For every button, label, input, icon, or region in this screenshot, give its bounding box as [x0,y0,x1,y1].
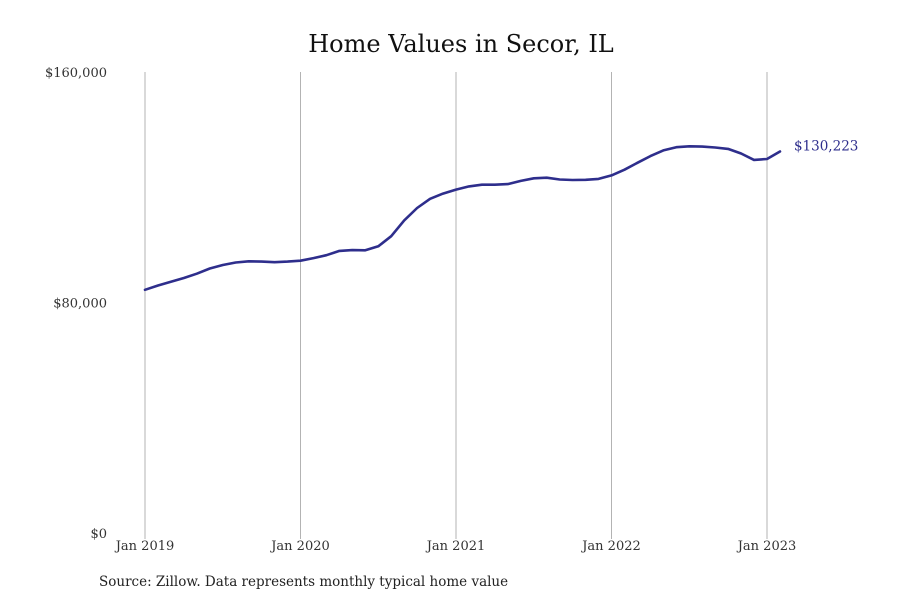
y-tick-label: $80,000 [53,297,107,312]
y-axis: $160,000 $80,000 $0 [45,66,107,542]
gridlines [144,72,768,539]
y-tick-label: $160,000 [45,66,107,81]
x-axis: Jan 2019 Jan 2020 Jan 2021 Jan 2022 Jan 2023 [114,539,797,554]
series-line [143,145,782,292]
chart-title: Home Values in Secor, IL [308,30,614,58]
x-tick-label: Jan 2019 [114,539,175,554]
x-tick-label: Jan 2022 [580,539,641,554]
end-value-label: $130,223 [794,139,858,155]
x-tick-label: Jan 2023 [736,539,797,554]
y-tick-label: $0 [90,527,107,542]
x-tick-label: Jan 2020 [269,539,330,554]
source-note: Source: Zillow. Data represents monthly … [99,574,508,590]
x-tick-label: Jan 2021 [425,539,486,554]
